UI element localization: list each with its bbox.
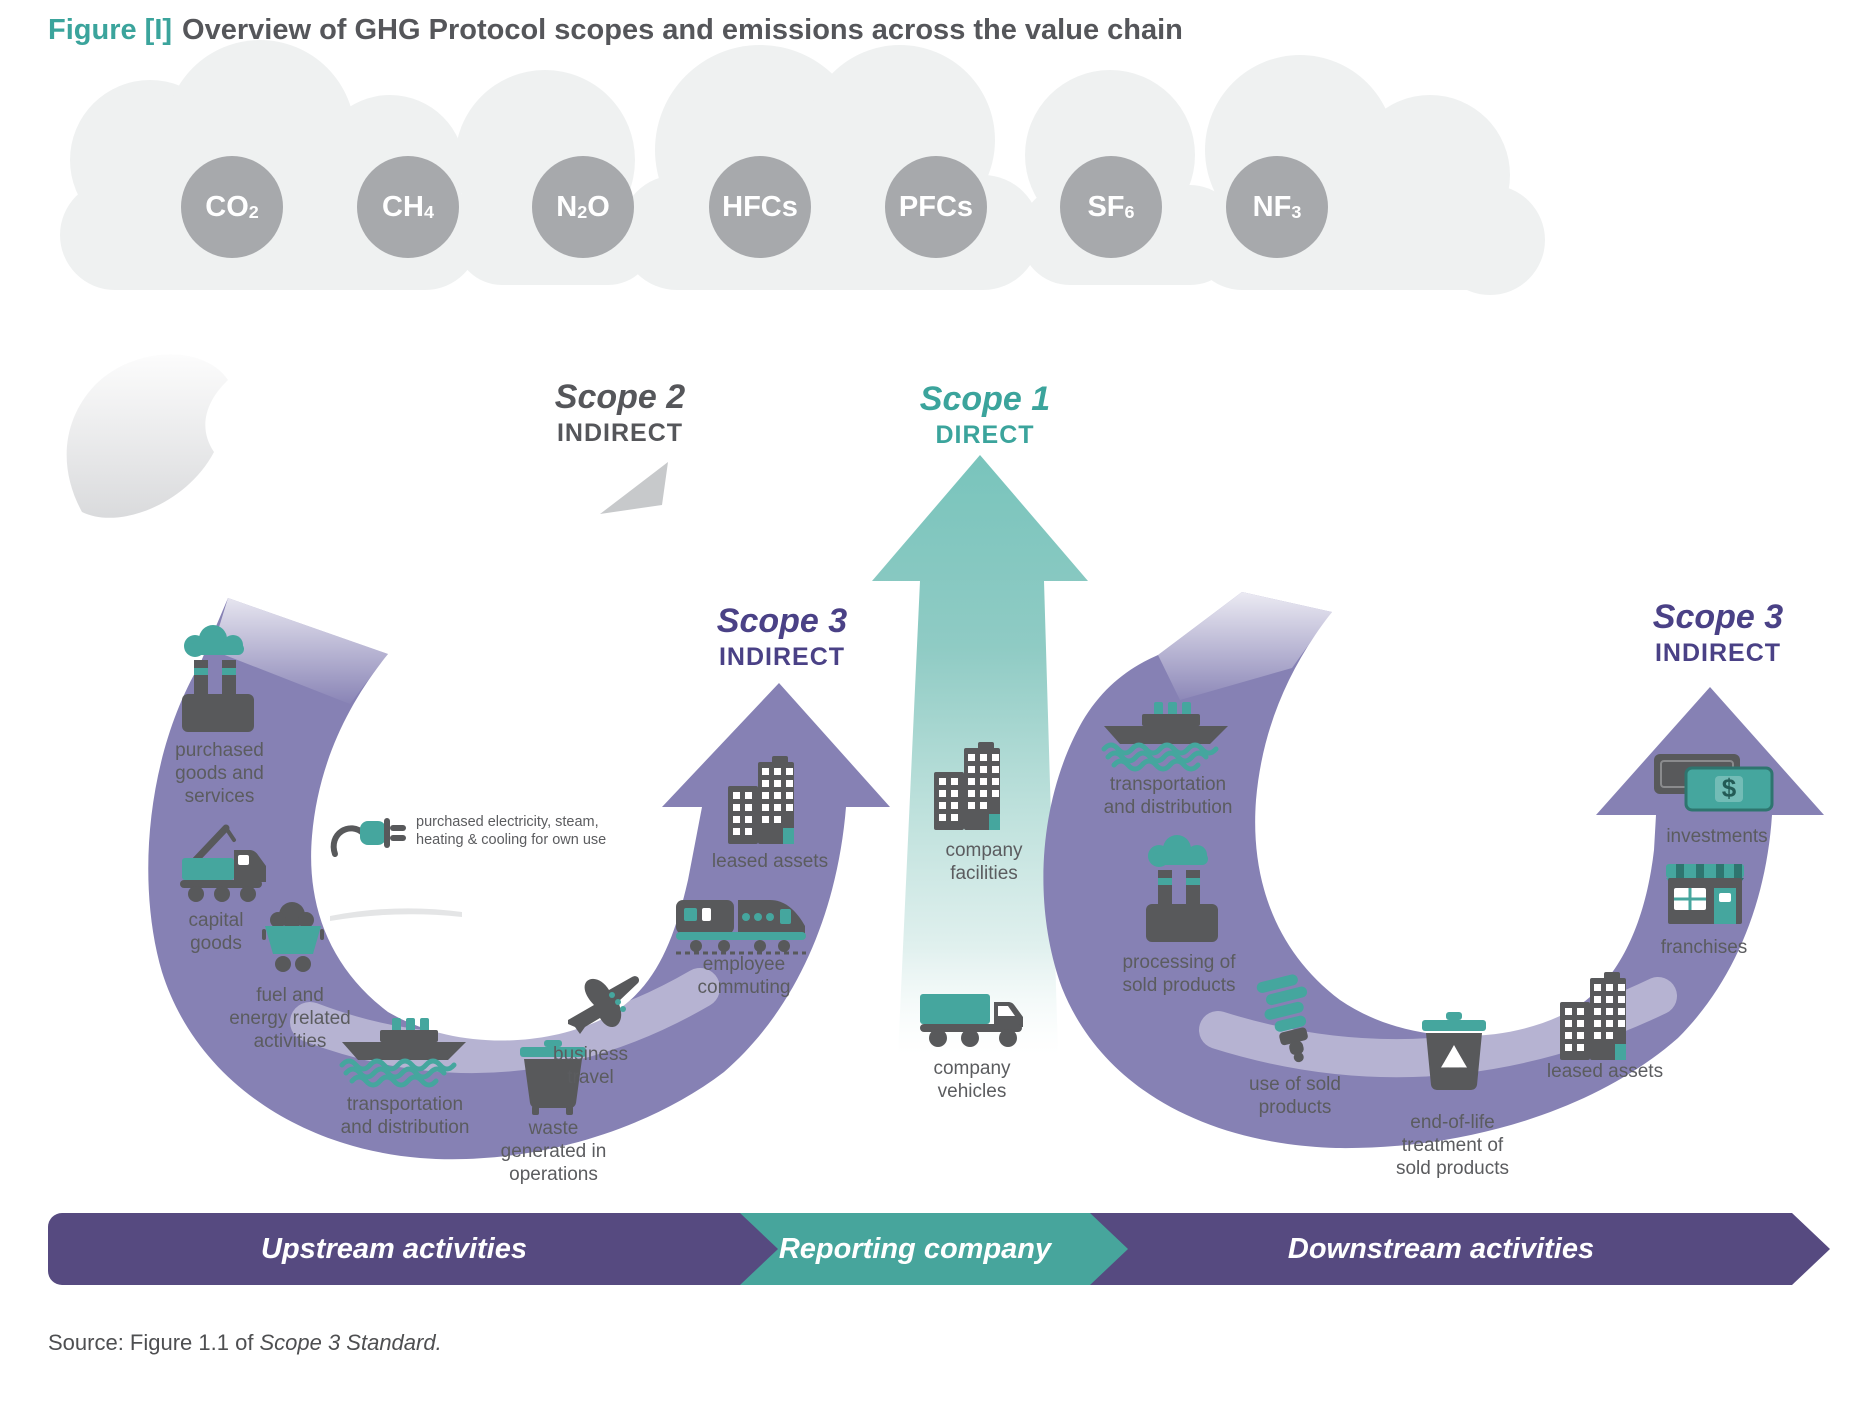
gray-swoosh-left [66,354,228,518]
banner-reporting-company: Reporting company [740,1213,1090,1285]
label-processing-sold: processing of sold products [1122,952,1236,996]
figure-title: Figure [I] Overview of GHG Protocol scope… [48,14,1183,47]
banner-downstream-arrow-tip [1792,1213,1830,1285]
company-facilities-building-icon [934,742,1000,830]
upstream-arrow-tail-fade [212,598,388,704]
storefront-icon [1664,862,1746,926]
label-transport-upstream: transportation and distribution [340,1094,470,1138]
mine-cart-icon [262,902,324,972]
cfl-bulb-icon [1255,971,1324,1068]
airplane-icon [568,976,640,1034]
banner-upstream-arrow-tip [740,1213,778,1285]
money-bills-icon [1652,752,1774,812]
leased-assets-building-icon [728,756,794,844]
label-end-of-life: end-of-life treatment of sold products [1395,1112,1509,1179]
gray-swoosh-scope2 [600,462,668,514]
figure-number: Figure [I] [48,14,173,46]
gas-circle-hfcs: HFCs [709,156,811,258]
label-franchises: franchises [1660,937,1748,958]
downstream-arrow-tail-fade [1158,592,1332,700]
upstream-light-band [290,968,720,1073]
label-waste: waste generated in operations [500,1118,607,1185]
label-purchased-electricity-note: purchased electricity, steam, heating & … [416,814,607,849]
label-employee-commuting: employee commuting [697,954,791,998]
label-business-travel: business travel [553,1044,628,1088]
ship-icon [342,1018,466,1085]
gas-circle-co2: CO 2 [181,156,283,258]
label-leased-assets-downstream: leased assets [1546,1061,1664,1082]
label-company-vehicles: company vehicles [933,1058,1011,1102]
scope2-heading: Scope 2 INDIRECT [554,378,686,448]
figure-title-text: Overview of GHG Protocol scopes and emis… [182,14,1183,46]
source-note: Source: Figure 1.1 of Scope 3 Standard. [48,1330,442,1355]
leased-assets-building-icon [1560,972,1626,1060]
label-company-facilities: company facilities [945,840,1023,884]
factory-smoke-icon [1146,835,1218,942]
commuter-train-icon [674,898,808,955]
gas-circle-sf6: SF 6 [1060,156,1162,258]
recycle-bin-icon [1422,1012,1486,1091]
factory-smoke-icon [182,625,254,732]
banner-downstream: Downstream activities [1090,1213,1792,1285]
crane-truck-icon [180,828,266,902]
banner-reporting-arrow-tip [1090,1213,1128,1285]
gray-streak [330,908,462,921]
gas-circle-pfcs: PFCs [885,156,987,258]
label-purchased-goods: purchased goods and services [175,740,264,807]
label-use-of-sold: use of sold products [1249,1074,1341,1118]
scope3-downstream-heading: Scope 3 INDIRECT [1652,598,1784,668]
downstream-arrow-shape [1043,592,1824,1149]
gas-circle-nf3: NF 3 [1226,156,1328,258]
electric-plug-icon [334,818,406,854]
company-truck-icon [920,994,1023,1047]
label-leased-assets-upstream: leased assets [711,851,829,872]
label-investments: investments [1666,826,1768,847]
upstream-arrow-shape [148,598,891,1160]
banner-upstream: Upstream activities [48,1213,740,1285]
label-transport-downstream: transportation and distribution [1103,774,1233,818]
ship-icon [1104,702,1228,769]
scope3-upstream-heading: Scope 3 INDIRECT [716,602,848,672]
gas-circle-ch4: CH 4 [357,156,459,258]
scope1-heading: Scope 1 DIRECT [919,380,1051,450]
label-capital-goods: capital goods [188,910,244,954]
label-fuel-energy: fuel and energy related activities [229,985,351,1052]
